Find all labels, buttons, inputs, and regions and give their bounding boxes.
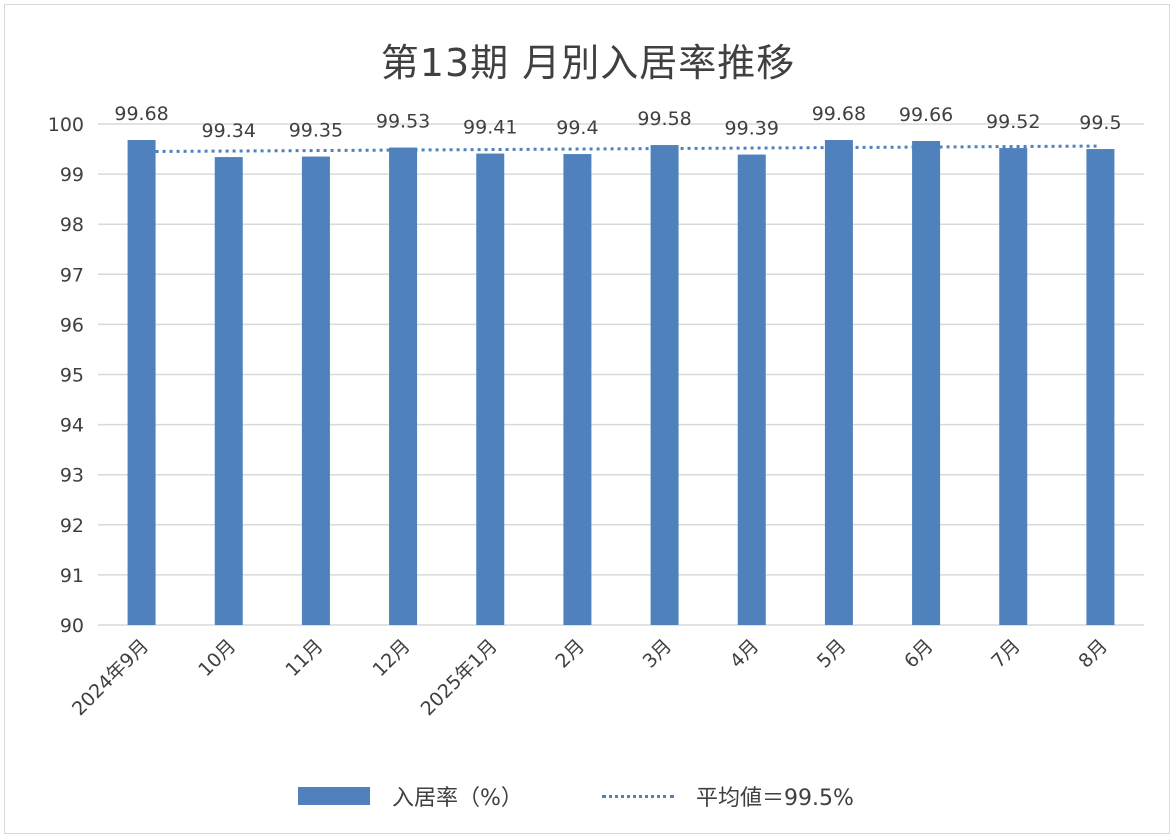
- x-tick-label: 2024年9月: [68, 635, 153, 720]
- bar: [301, 156, 330, 625]
- y-tick-label: 98: [60, 214, 84, 236]
- y-tick-label: 94: [60, 415, 84, 437]
- bar: [563, 154, 592, 625]
- data-label: 99.35: [289, 120, 343, 142]
- bar: [476, 153, 505, 625]
- bar: [737, 154, 766, 625]
- bar: [912, 141, 941, 625]
- bar: [999, 148, 1028, 625]
- x-tick-label: 8月: [1074, 635, 1112, 673]
- data-label: 99.34: [202, 120, 256, 142]
- data-label: 99.58: [637, 108, 691, 130]
- data-label: 99.4: [556, 117, 598, 139]
- y-tick-label: 100: [48, 114, 84, 136]
- legend-item-occupancy: 入居率（%）: [298, 778, 523, 814]
- legend: 入居率（%） 平均値＝99.5%: [0, 778, 1176, 818]
- data-label: 99.39: [725, 118, 779, 140]
- x-tick-label: 7月: [987, 635, 1025, 673]
- y-tick-label: 95: [60, 365, 84, 387]
- y-tick-label: 92: [60, 515, 84, 537]
- bar: [1086, 149, 1115, 626]
- bar: [214, 157, 243, 626]
- legend-label-average: 平均値＝99.5%: [696, 786, 854, 811]
- legend-label-occupancy: 入居率（%）: [392, 786, 523, 811]
- bar: [127, 140, 156, 626]
- data-label: 99.5: [1079, 112, 1121, 134]
- x-tick-label: 11月: [281, 635, 327, 681]
- data-label: 99.66: [899, 104, 953, 126]
- x-tick-label: 12月: [369, 635, 415, 681]
- bar: [389, 147, 418, 625]
- x-tick-label: 3月: [639, 635, 677, 673]
- data-label: 99.53: [376, 111, 430, 133]
- x-tick-label: 10月: [194, 635, 240, 681]
- legend-swatch-bar: [298, 787, 370, 805]
- legend-swatch-dotted-line: [602, 794, 674, 798]
- bar: [824, 140, 853, 626]
- y-tick-label: 91: [60, 565, 84, 587]
- x-tick-label: 2月: [551, 635, 589, 673]
- data-label: 99.68: [114, 103, 168, 125]
- y-tick-label: 93: [60, 465, 84, 487]
- bar: [650, 145, 679, 626]
- data-label: 99.68: [812, 103, 866, 125]
- legend-item-average: 平均値＝99.5%: [602, 778, 854, 814]
- y-tick-label: 96: [60, 314, 84, 336]
- average-trendline: [141, 144, 1101, 154]
- y-tick-label: 97: [60, 264, 84, 286]
- data-label: 99.52: [986, 111, 1040, 133]
- x-tick-label: 4月: [726, 635, 764, 673]
- y-tick-label: 90: [60, 615, 84, 637]
- x-tick-label: 6月: [900, 635, 938, 673]
- x-tick-label: 5月: [813, 635, 851, 673]
- x-tick-label: 2025年1月: [417, 635, 502, 720]
- y-tick-label: 99: [60, 164, 84, 186]
- chart-title: 第13期 月別入居率推移: [380, 41, 796, 85]
- data-label: 99.41: [463, 117, 517, 139]
